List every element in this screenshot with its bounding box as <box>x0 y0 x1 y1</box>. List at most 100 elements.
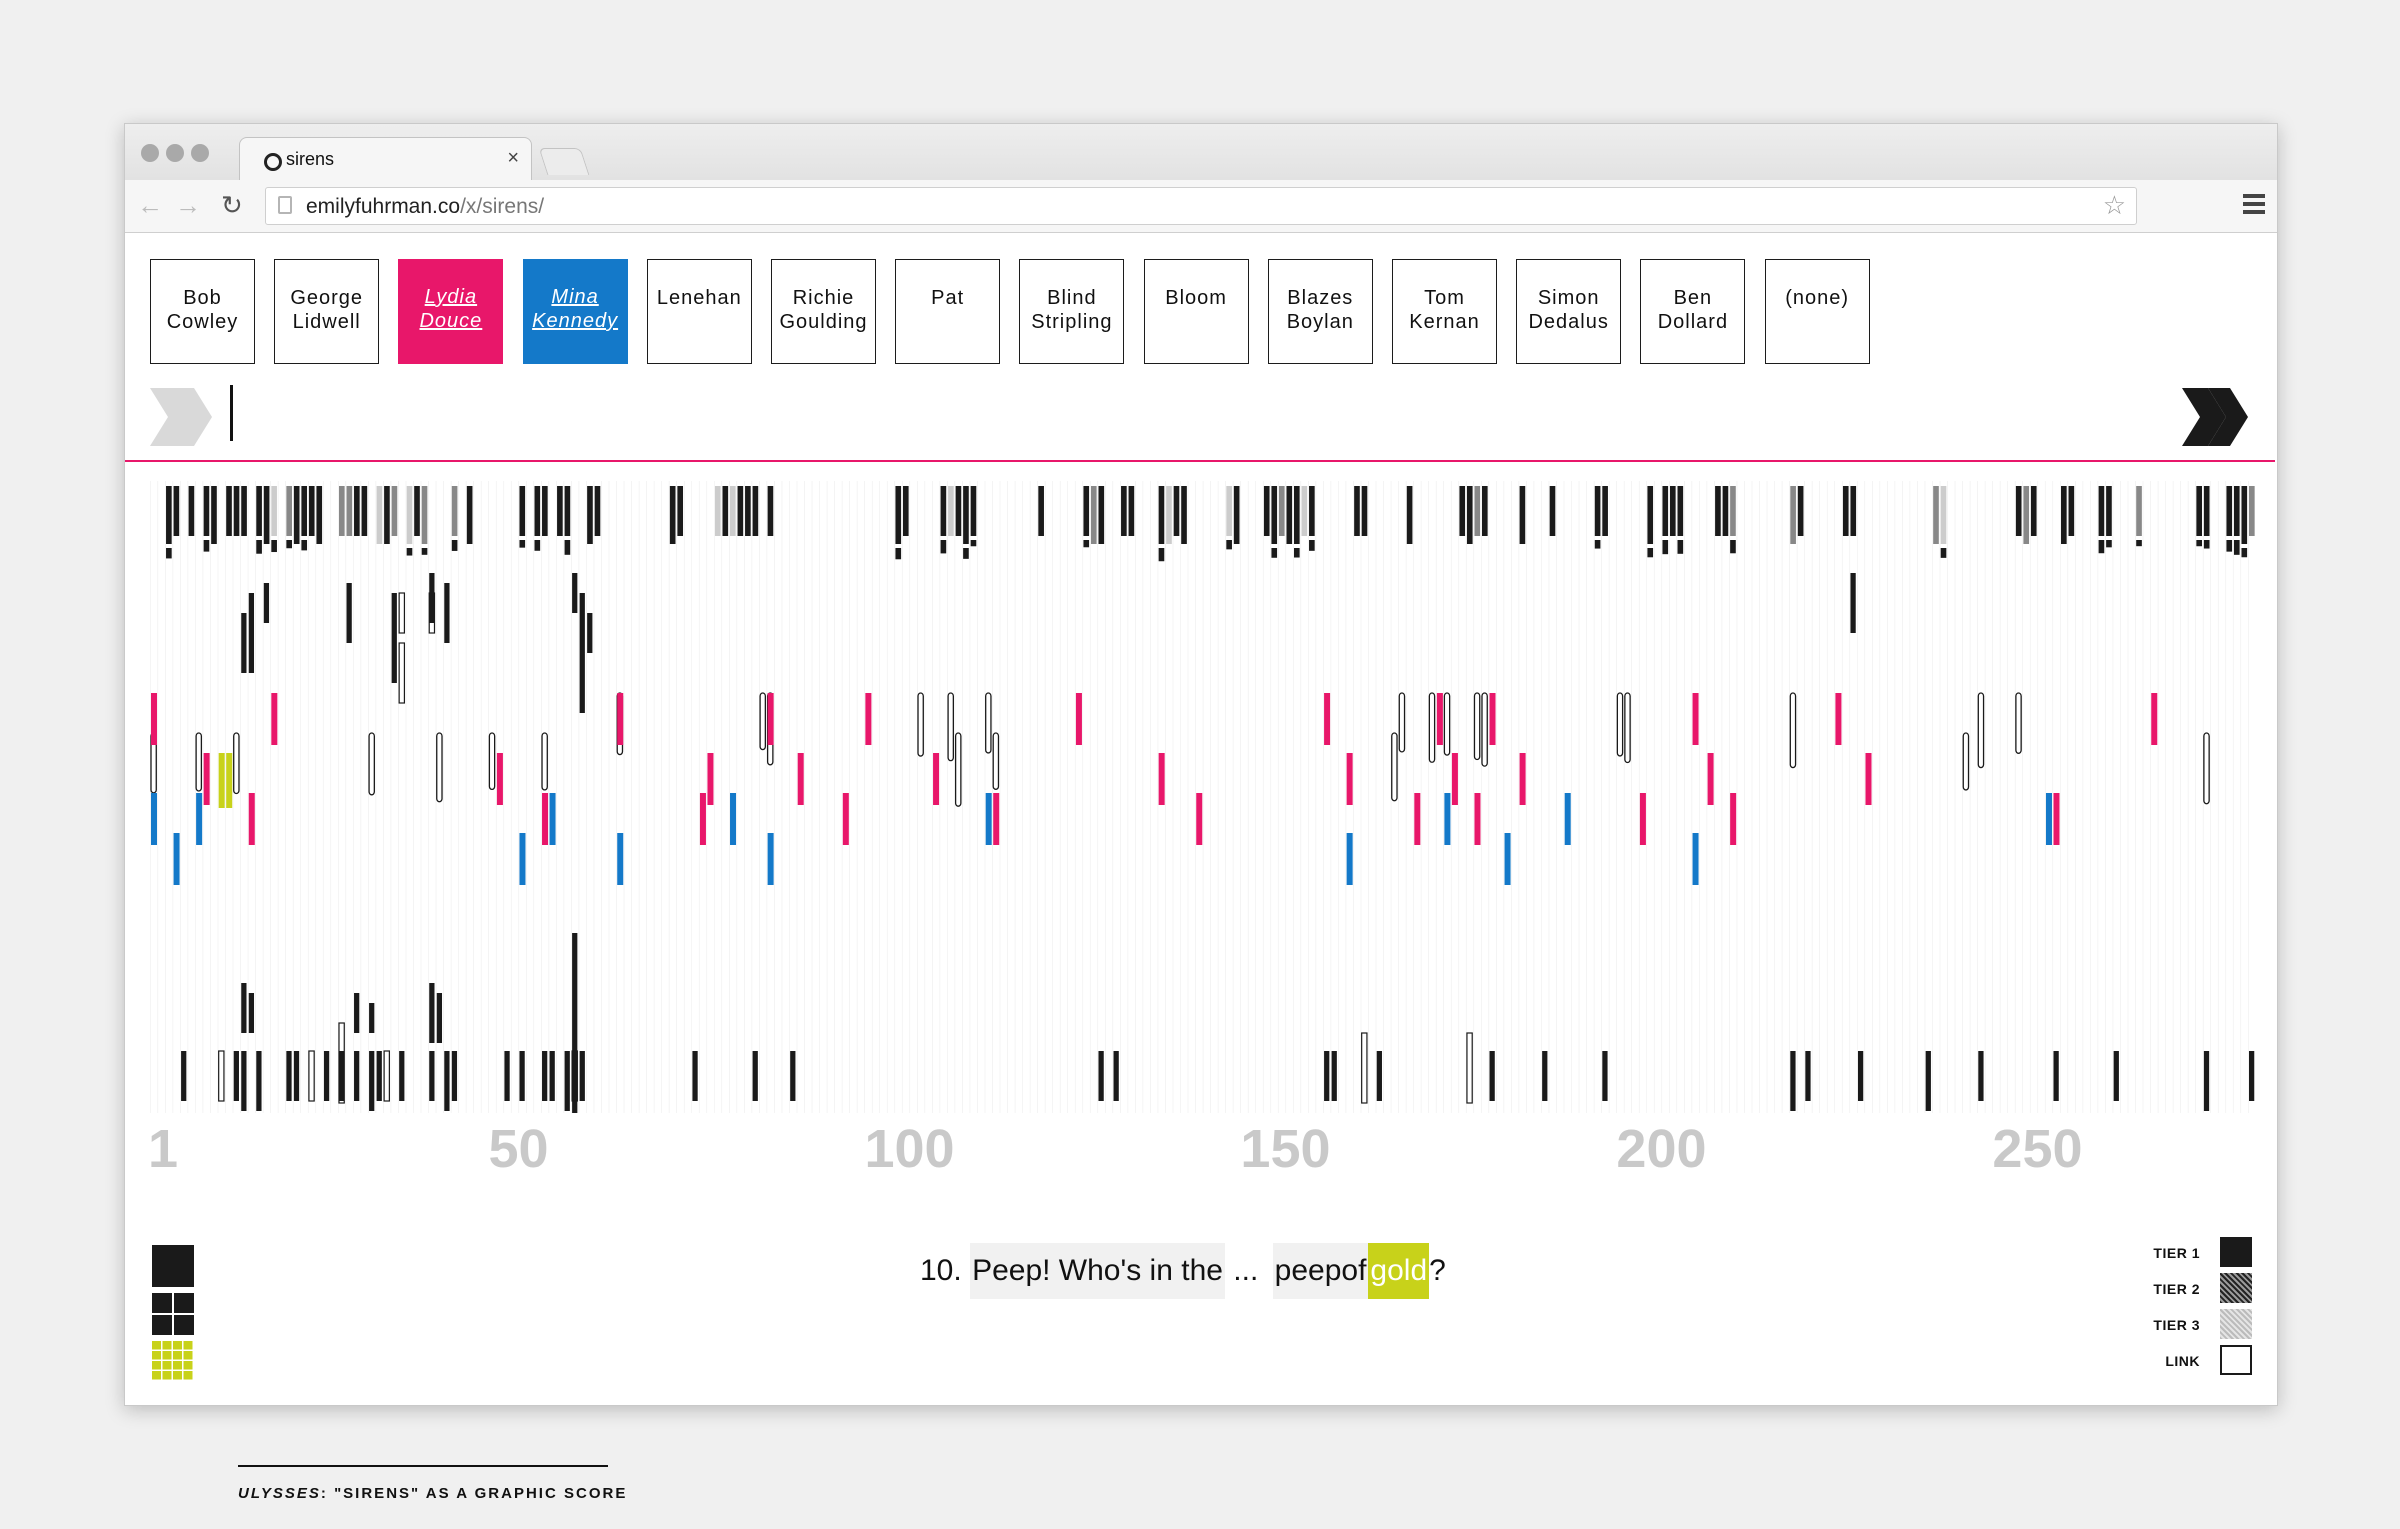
tier-mark <box>564 540 571 555</box>
blue-character-mark <box>151 793 158 845</box>
tier-mark <box>421 548 428 555</box>
tier-mark <box>722 486 729 536</box>
tier-mark <box>1128 486 1135 536</box>
link-mark <box>571 1050 578 1102</box>
prev-chevron-icon[interactable] <box>150 388 220 446</box>
tier-mark <box>256 540 262 554</box>
tier-mark <box>2023 486 2030 544</box>
link-mark <box>1624 692 1631 764</box>
character-button[interactable]: Simon Dedalus <box>1516 259 1622 364</box>
tier-mark <box>248 993 255 1033</box>
tier-mark <box>940 486 947 536</box>
character-button[interactable]: Blazes Boylan <box>1267 259 1373 364</box>
character-button[interactable]: Blind Stripling <box>1019 259 1125 364</box>
character-last-name: Dollard <box>1657 311 1729 333</box>
tier-mark <box>323 1051 330 1101</box>
next-chevron-icon[interactable] <box>2182 388 2252 446</box>
tier-mark <box>1602 1051 1608 1101</box>
tier-mark <box>504 1051 510 1101</box>
link-mark <box>428 592 436 634</box>
character-button[interactable]: (none) <box>1764 259 1870 364</box>
character-button[interactable]: George Lidwell <box>274 259 380 364</box>
new-tab-button[interactable] <box>538 148 590 175</box>
character-first-name: Pat <box>931 287 965 309</box>
tier-mark <box>2249 486 2255 536</box>
tier-mark <box>399 1051 405 1101</box>
legend-tier2-swatch <box>2220 1273 2252 1303</box>
tier-mark <box>1038 486 1044 536</box>
menu-icon[interactable] <box>2243 194 2265 218</box>
tier-mark <box>1083 540 1090 548</box>
tier-mark <box>963 548 969 559</box>
tier-mark <box>466 486 473 544</box>
tab-close-icon[interactable]: × <box>507 147 519 169</box>
character-button[interactable]: Mina Kennedy <box>522 259 628 364</box>
tier-mark <box>421 486 428 544</box>
blue-character-mark <box>519 833 526 885</box>
link-mark <box>985 692 992 754</box>
address-bar[interactable]: emilyfuhrman.co/x/sirens/ ☆ <box>265 187 2137 225</box>
tier-mark <box>714 486 721 536</box>
blue-character-mark <box>767 833 774 885</box>
red-character-mark <box>1865 753 1872 805</box>
tier-mark <box>1857 1051 1864 1101</box>
tier-mark <box>233 1051 239 1101</box>
link-mark <box>436 732 443 803</box>
tier-mark <box>241 613 247 673</box>
character-last-name: Cowley <box>166 311 239 333</box>
reload-icon[interactable]: ↻ <box>221 190 243 220</box>
character-button[interactable]: Bloom <box>1143 259 1249 364</box>
forward-icon[interactable]: → <box>175 190 201 220</box>
link-mark <box>1616 692 1624 757</box>
tab-sirens[interactable]: sirens × <box>239 137 532 181</box>
minimize-window-dot[interactable] <box>166 144 184 162</box>
tier-mark <box>1233 486 1240 544</box>
sentence-fragment[interactable]: Peep! Who's in the <box>970 1243 1225 1299</box>
browser-toolbar: ← → ↻ emilyfuhrman.co/x/sirens/ ☆ <box>125 180 2277 233</box>
back-icon[interactable]: ← <box>137 190 163 220</box>
current-sentence: 10. Peep! Who's in the ... peepof gold? <box>920 1243 1446 1299</box>
tier-mark <box>1271 486 1278 544</box>
sentence-fragment[interactable]: peepof <box>1272 1243 1369 1299</box>
character-button[interactable]: Lenehan <box>646 259 752 364</box>
sentence-gold-word[interactable]: gold <box>1368 1243 1430 1299</box>
tier-mark <box>1286 486 1293 544</box>
maximize-window-dot[interactable] <box>191 144 209 162</box>
character-button[interactable]: Lydia Douce <box>398 259 504 364</box>
character-button[interactable]: Bob Cowley <box>150 259 255 364</box>
tier-mark <box>1940 548 1947 558</box>
red-character-mark <box>617 693 624 745</box>
tier-mark <box>1406 486 1413 544</box>
tier-mark <box>2113 1051 2119 1101</box>
tier-mark <box>564 1051 570 1111</box>
link-mark <box>1466 1032 1473 1104</box>
bookmark-star-icon[interactable]: ☆ <box>2102 190 2126 220</box>
tier-mark <box>2203 1051 2210 1111</box>
grid-size-legend[interactable] <box>152 1245 196 1381</box>
tier-mark <box>211 486 217 544</box>
red-character-mark <box>933 753 940 805</box>
tier-mark <box>572 573 578 613</box>
tier-mark <box>1226 486 1232 536</box>
character-button[interactable]: Richie Goulding <box>771 259 876 364</box>
tier-mark <box>2106 486 2112 536</box>
tier-mark <box>451 486 458 536</box>
graphic-score[interactable] <box>125 233 2275 1183</box>
blue-character-mark <box>1346 833 1353 885</box>
tier-mark <box>542 486 548 536</box>
tier-mark <box>346 486 353 536</box>
tier-mark <box>308 486 315 536</box>
character-last-name: Boylan <box>1286 311 1354 333</box>
character-button[interactable]: Tom Kernan <box>1392 259 1497 364</box>
link-mark <box>383 1050 390 1102</box>
timeline-separator <box>125 460 2275 462</box>
tier-mark <box>1805 1051 1811 1101</box>
tier-mark <box>293 1051 300 1101</box>
tier-mark <box>1466 486 1473 544</box>
character-button[interactable]: Pat <box>895 259 1001 364</box>
close-window-dot[interactable] <box>141 144 159 162</box>
tier-mark <box>369 1051 375 1111</box>
tier-mark <box>2233 540 2240 555</box>
tier-mark <box>2136 540 2142 547</box>
character-button[interactable]: Ben Dollard <box>1640 259 1746 364</box>
